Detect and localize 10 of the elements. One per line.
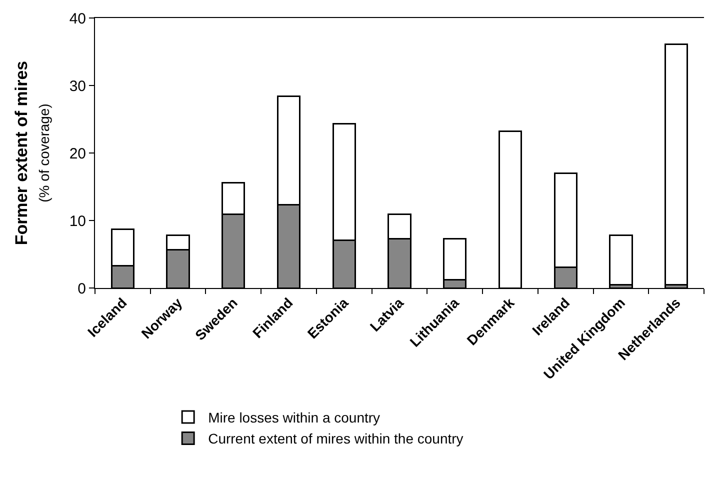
- y-tick-label: 30: [69, 78, 86, 95]
- y-tick-label: 20: [69, 145, 86, 162]
- y-axis-title: Former extent of mires (% of coverage): [12, 60, 52, 246]
- y-tick-label: 40: [69, 10, 86, 28]
- y-tick-label: 10: [69, 212, 86, 230]
- bar: [664, 44, 688, 286]
- bar: [609, 234, 633, 286]
- y-tick-label: 0: [78, 280, 86, 298]
- legend-label: Current extent of mires within the country: [208, 430, 464, 447]
- legend-label: Mire losses within a country: [208, 409, 380, 426]
